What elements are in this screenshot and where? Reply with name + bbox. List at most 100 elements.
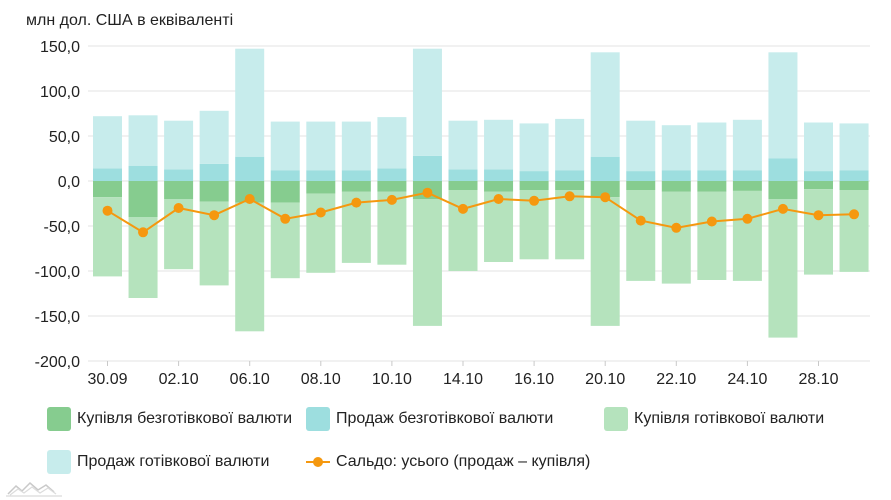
- bar-cash-buy: [804, 189, 833, 275]
- bar-noncash-sell: [839, 170, 869, 181]
- balance-point: [244, 194, 255, 204]
- bar-noncash-buy: [448, 181, 478, 190]
- brand-logo-icon: [6, 481, 62, 497]
- bar-cash-sell: [93, 116, 122, 169]
- x-tick-label: 16.10: [514, 371, 554, 388]
- y-tick-label: 150,0: [40, 39, 80, 56]
- y-tick-label: 100,0: [40, 84, 80, 101]
- bar-noncash-sell: [448, 169, 478, 181]
- bar-cash-sell: [164, 120, 194, 170]
- y-axis-unit-label: млн дол. США в еквіваленті: [26, 12, 234, 29]
- balance-point: [386, 194, 397, 205]
- x-tick-label: 20.10: [585, 371, 625, 388]
- bar-noncash-sell: [590, 156, 620, 181]
- bar-cash-buy: [697, 191, 727, 280]
- bar-noncash-sell: [199, 163, 229, 181]
- x-tick-label: 24.10: [727, 371, 767, 388]
- bar-noncash-buy: [484, 181, 514, 192]
- bar-noncash-buy: [697, 181, 727, 192]
- bar-cash-buy: [555, 190, 585, 260]
- legend-item-cash-sell[interactable]: Продаж готівкової валюти: [47, 450, 269, 474]
- bar-cash-sell: [270, 121, 300, 171]
- balance-point: [813, 210, 824, 221]
- bar-noncash-sell: [235, 156, 265, 181]
- bar-noncash-buy: [93, 181, 122, 198]
- balance-point: [849, 209, 860, 220]
- legend-label-noncash-buy: Купівля безготівкової валюти: [77, 410, 293, 427]
- bar-noncash-sell: [732, 170, 762, 181]
- y-tick-label: 50,0: [49, 129, 80, 146]
- bar-cash-buy: [839, 190, 869, 272]
- x-tick-label: 14.10: [443, 371, 483, 388]
- bar-cash-sell: [484, 119, 514, 170]
- y-tick-label: -150,0: [35, 309, 80, 326]
- balance-point: [742, 213, 753, 224]
- balance-point: [600, 192, 611, 203]
- bar-noncash-sell: [306, 170, 336, 181]
- bar-noncash-sell: [484, 169, 514, 181]
- legend-item-balance[interactable]: Сальдо: усього (продаж – купівля): [306, 450, 590, 474]
- legend-swatch-balance: [306, 457, 330, 467]
- y-tick-label: -200,0: [35, 354, 80, 371]
- bar-cash-sell: [341, 121, 371, 171]
- bar-cash-sell: [555, 118, 585, 171]
- balance-point: [706, 216, 717, 227]
- bar-noncash-buy: [804, 181, 833, 190]
- legend-item-noncash-buy[interactable]: Купівля безготівкової валюти: [47, 407, 292, 431]
- bar-noncash-buy: [626, 181, 656, 190]
- bar-noncash-sell: [697, 170, 727, 181]
- bar-cash-buy: [732, 190, 762, 281]
- balance-point: [777, 203, 788, 214]
- bar-noncash-buy: [235, 181, 265, 203]
- bar-cash-sell: [590, 52, 620, 157]
- bar-noncash-sell: [661, 170, 691, 181]
- bar-cash-sell: [306, 121, 336, 171]
- bar-cash-sell: [697, 122, 727, 171]
- bar-noncash-buy: [839, 181, 869, 190]
- legend-item-cash-buy[interactable]: Купівля готівкової валюти: [604, 407, 824, 431]
- balance-point: [351, 197, 362, 208]
- balance-point: [493, 194, 504, 204]
- bar-noncash-sell: [128, 165, 158, 181]
- bar-noncash-sell: [804, 171, 833, 181]
- balance-point: [280, 213, 291, 224]
- bar-noncash-buy: [199, 181, 229, 202]
- bar-noncash-buy: [128, 181, 158, 217]
- bar-cash-sell: [235, 48, 265, 157]
- bar-noncash-sell: [555, 170, 585, 181]
- balance-point: [529, 195, 540, 206]
- legend-swatch-cash-buy: [604, 407, 628, 431]
- balance-point: [173, 203, 184, 213]
- bar-cash-sell: [839, 123, 869, 171]
- bar-noncash-sell: [626, 171, 656, 181]
- balance-point: [635, 215, 646, 226]
- bar-cash-sell: [804, 122, 833, 172]
- bar-noncash-buy: [661, 181, 691, 192]
- balance-point: [138, 227, 149, 238]
- bar-noncash-sell: [164, 169, 194, 181]
- x-tick-label: 30.09: [87, 371, 127, 388]
- bar-cash-buy: [235, 202, 265, 332]
- bar-noncash-sell: [377, 168, 407, 181]
- x-tick-label: 06.10: [230, 371, 270, 388]
- balance-point: [564, 191, 575, 202]
- bar-cash-buy: [661, 191, 691, 284]
- bar-cash-sell: [128, 115, 158, 166]
- x-tick-label: 10.10: [372, 371, 412, 388]
- bar-cash-sell: [732, 119, 762, 171]
- balance-point: [422, 187, 433, 198]
- bar-cash-sell: [626, 120, 656, 172]
- y-tick-label: 0,0: [58, 174, 80, 191]
- bar-cash-sell: [448, 120, 478, 170]
- legend-item-noncash-sell[interactable]: Продаж безготівкової валюти: [306, 407, 553, 431]
- bar-cash-sell: [412, 48, 442, 156]
- balance-point: [458, 203, 468, 214]
- balance-point: [102, 205, 113, 216]
- bar-noncash-buy: [377, 181, 407, 192]
- bar-noncash-sell: [519, 171, 549, 181]
- bar-cash-sell: [519, 123, 549, 172]
- bar-noncash-buy: [270, 181, 300, 203]
- x-tick-label: 22.10: [656, 371, 696, 388]
- bar-cash-sell: [199, 110, 229, 164]
- bar-noncash-buy: [732, 181, 762, 191]
